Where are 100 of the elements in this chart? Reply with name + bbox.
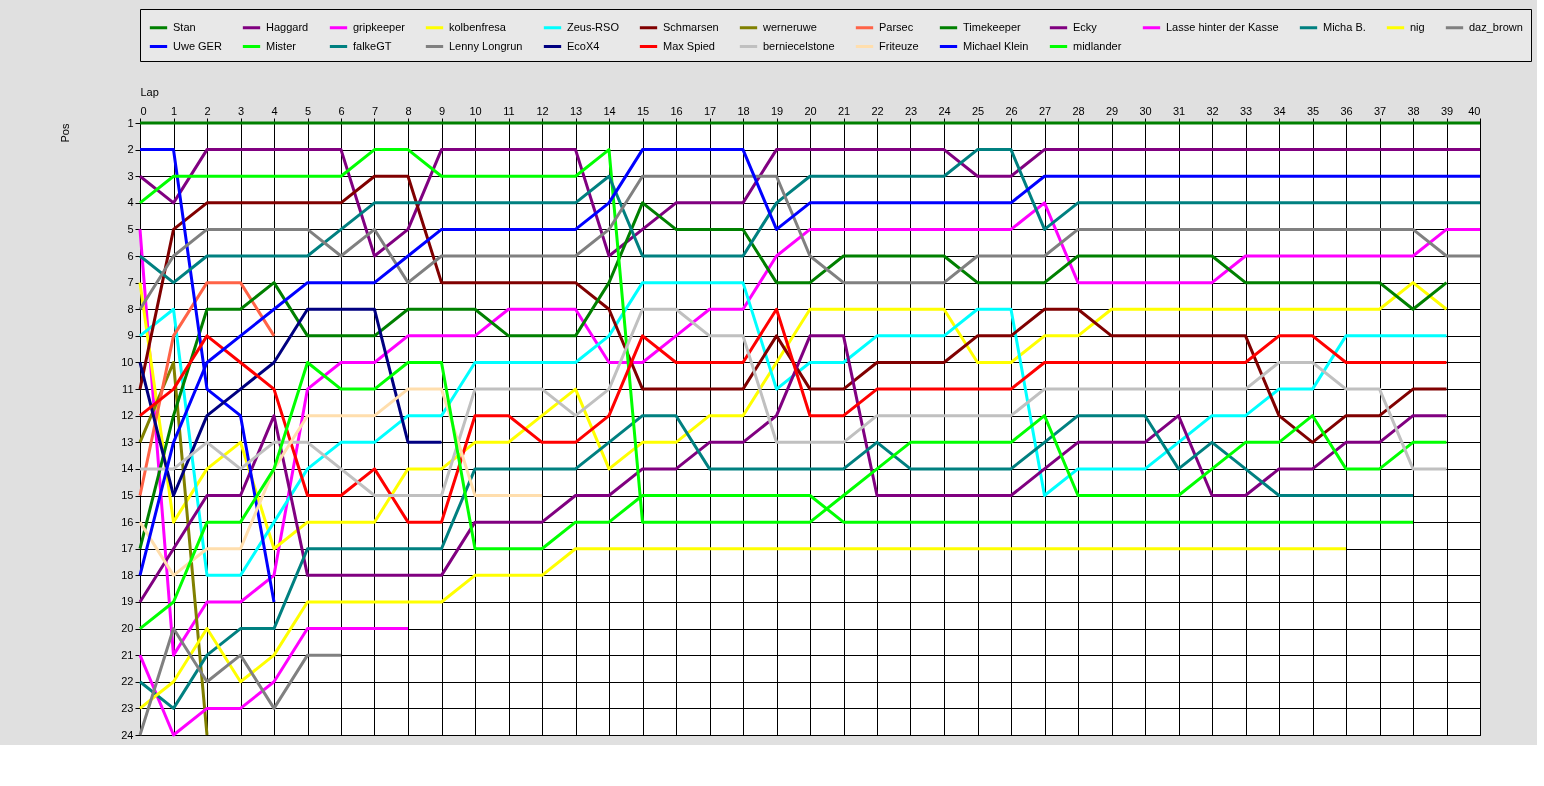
legend-label: kolbenfresa (449, 20, 507, 33)
legend-label: Zeus-RSO (567, 20, 620, 33)
x-tick-label: 27 (1038, 104, 1052, 117)
y-tick-label: 6 (127, 249, 134, 262)
legend-label: Max Spied (663, 39, 715, 52)
x-tick-label: 19 (770, 104, 784, 117)
x-tick-label: 21 (837, 104, 851, 117)
x-tick-label: 24 (938, 104, 951, 117)
x-tick-label: 36 (1340, 104, 1353, 117)
x-tick-label: 33 (1239, 104, 1253, 117)
x-tick-label: 6 (338, 104, 345, 117)
x-tick-label: 1 (170, 104, 178, 117)
y-tick-label: 10 (121, 355, 134, 368)
x-tick-label: 31 (1172, 104, 1186, 117)
line-series (138, 148, 1482, 258)
y-tick-label: 1 (127, 116, 134, 129)
legend-label: Timekeeper (963, 20, 1022, 33)
x-tick-label: 14 (603, 104, 616, 117)
legend-label: werneruwe (762, 20, 817, 33)
legend-label: Lasse hinter der Kasse (1166, 20, 1279, 33)
y-tick-label: 12 (121, 409, 134, 422)
y-tick-label: 16 (121, 515, 134, 528)
x-tick-label: 13 (569, 104, 583, 117)
y-tick-label: 14 (121, 462, 134, 475)
x-tick-label: 20 (804, 104, 817, 117)
legend-label: daz_brown (1469, 20, 1523, 33)
legend-label: falkeGT (353, 39, 392, 52)
y-tick-label: 24 (121, 728, 134, 741)
x-tick-label: 22 (871, 104, 884, 117)
x-tick-label: 26 (1005, 104, 1018, 117)
x-tick-label: 18 (737, 104, 750, 117)
y-tick-label: 7 (127, 276, 134, 289)
x-tick-label: 4 (271, 104, 278, 117)
x-tick-label: 15 (636, 104, 650, 117)
y-tick-label: 9 (127, 329, 134, 342)
legend-label: Lenny Longrun (449, 39, 523, 52)
x-tick-label: 40 (1468, 104, 1481, 117)
x-tick-label: 28 (1072, 104, 1085, 117)
y-tick-label: 22 (121, 675, 134, 688)
line-series (138, 387, 544, 577)
x-tick-label: 35 (1306, 104, 1320, 117)
x-tick-label: 11 (503, 104, 515, 117)
y-tick-label: 2 (127, 143, 134, 156)
y-tick-label: 4 (127, 196, 134, 209)
legend-label: Michael Klein (963, 39, 1029, 52)
y-tick-label: 15 (121, 489, 134, 502)
x-tick-label: 10 (469, 104, 482, 117)
line-series (138, 201, 1448, 551)
x-tick-label: 34 (1273, 104, 1286, 117)
x-axis-title: Lap (140, 85, 159, 98)
x-tick-label: 16 (670, 104, 683, 117)
x-tick-label: 9 (438, 104, 446, 117)
x-tick-label: 0 (140, 104, 147, 117)
x-tick-label: 3 (237, 104, 245, 117)
x-tick-label: 38 (1407, 104, 1420, 117)
x-tick-label: 23 (904, 104, 918, 117)
y-tick-label: 19 (121, 595, 134, 608)
line-series (138, 627, 343, 737)
y-tick-label: 23 (121, 701, 134, 714)
line-series (138, 148, 1482, 285)
legend-label: nig (1410, 20, 1425, 33)
x-tick-label: 7 (371, 104, 379, 117)
legend-label: EcoX4 (567, 39, 600, 52)
x-tick-label: 17 (703, 104, 717, 117)
x-tick-label: 32 (1206, 104, 1219, 117)
legend-label: berniecelstone (763, 39, 835, 52)
x-tick-label: 29 (1105, 104, 1119, 117)
legend-label: Schmarsen (663, 20, 719, 33)
x-tick-label: 2 (204, 104, 211, 117)
y-tick-label: 5 (127, 222, 134, 235)
y-tick-label: 3 (127, 169, 134, 182)
legend-label: Micha B. (1323, 20, 1366, 33)
x-tick-label: 39 (1440, 104, 1454, 117)
line-series (138, 201, 1482, 657)
x-tick-label: 37 (1373, 104, 1387, 117)
y-tick-label: 18 (121, 568, 134, 581)
x-tick-label: 30 (1139, 104, 1152, 117)
legend-label: gripkeeper (353, 20, 406, 33)
legend-label: Stan (173, 20, 196, 33)
line-series (138, 307, 443, 498)
y-tick-label: 8 (127, 302, 134, 315)
line-series (138, 174, 1482, 311)
legend-label: Parsec (879, 20, 914, 33)
y-tick-label: 20 (121, 622, 134, 635)
y-tick-label: 13 (121, 435, 134, 448)
line-series (138, 547, 1348, 710)
x-tick-label: 5 (304, 104, 312, 117)
y-tick-label: 11 (122, 382, 134, 395)
y-tick-label: 21 (121, 648, 134, 661)
line-series (138, 174, 1448, 444)
legend-label: midlander (1073, 39, 1122, 52)
x-tick-label: 25 (971, 104, 985, 117)
x-tick-label: 12 (536, 104, 549, 117)
y-axis-title: Pos (59, 123, 72, 143)
y-tick-label: 17 (121, 542, 134, 555)
legend-label: Mister (266, 39, 297, 52)
legend-label: Haggard (266, 20, 309, 33)
legend-label: Uwe GER (173, 39, 222, 52)
legend-label: Ecky (1073, 20, 1098, 33)
line-series (138, 627, 410, 737)
